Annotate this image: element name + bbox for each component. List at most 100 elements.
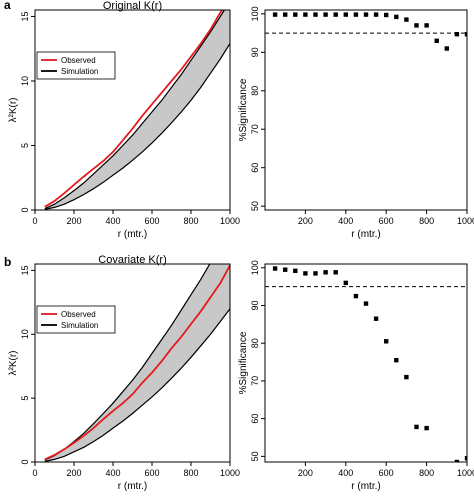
data-point (434, 38, 439, 43)
x-tick-label: 600 (379, 216, 394, 226)
x-axis-label: r (mtr.) (351, 229, 380, 240)
y-axis-label: λ²K(r) (8, 351, 19, 376)
x-tick-label: 400 (105, 468, 120, 478)
data-point (384, 12, 389, 18)
plot-area (265, 12, 467, 51)
y-tick-label: 10 (20, 76, 30, 86)
plot-frame (34, 263, 231, 463)
observed-line (44, 10, 224, 208)
y-tick-label: 90 (250, 300, 260, 310)
y-tick-label: 60 (250, 163, 260, 173)
legend-label-simulation: Simulation (61, 67, 98, 76)
x-tick-label: 0 (32, 216, 37, 226)
y-axis-label: %Significance (238, 78, 249, 141)
chart-b-scatter: 200 400 600 800 1000 50 60 70 80 90 100 r (mtr.) %Si… (238, 260, 474, 492)
x-tick-label: 600 (144, 468, 159, 478)
data-point (272, 266, 278, 271)
y-tick-label: 15 (20, 11, 30, 21)
data-point (394, 14, 399, 20)
y-tick-label: 80 (250, 86, 260, 96)
observed-line (44, 264, 230, 461)
data-point (424, 23, 429, 28)
data-point (363, 301, 369, 306)
legend: Observed Simulation (36, 51, 116, 80)
plot-area (44, 10, 230, 210)
data-point (404, 374, 409, 380)
data-point (353, 12, 359, 17)
y-tick-label: 0 (20, 207, 30, 212)
data-point (303, 271, 308, 276)
x-tick-label: 800 (183, 468, 198, 478)
data-point (343, 280, 348, 286)
y-tick-label: 70 (250, 376, 260, 386)
legend-label-observed: Observed (61, 310, 96, 319)
y-tick-label: 90 (250, 47, 260, 57)
y-tick-label: 80 (250, 338, 260, 348)
data-point (323, 270, 328, 275)
y-axis-label: %Significance (238, 331, 249, 394)
x-axis-label: r (mtr.) (118, 229, 147, 240)
y-axis-label: λ²K(r) (8, 98, 19, 123)
data-point (414, 424, 419, 430)
chart-title: Original K(r) (103, 0, 162, 12)
data-point (454, 459, 460, 462)
chart-b-line: Observed Simulation 0 200 400 600 800 1000 0 5 10 1… (8, 254, 240, 492)
data-point (414, 23, 419, 28)
x-tick-label: 600 (144, 216, 159, 226)
x-tick-label: 800 (419, 216, 434, 226)
data-point (303, 12, 308, 17)
panel-letter-a: a (4, 0, 11, 12)
data-point (333, 270, 338, 275)
plot-frame (264, 9, 468, 211)
chart-a-line: Observed Simulation 0 200 400 600 800 1000 0 5 10 1… (8, 0, 240, 240)
y-tick-label: 100 (250, 260, 260, 275)
x-tick-label: 200 (298, 468, 313, 478)
legend: Observed Simulation (36, 305, 116, 334)
y-tick-label: 50 (250, 201, 260, 211)
y-tick-label: 50 (250, 451, 260, 461)
panel-letter-b: b (4, 255, 11, 269)
data-point (323, 12, 328, 17)
y-tick-label: 100 (250, 6, 260, 21)
chart-title: Covariate K(r) (98, 254, 166, 266)
plot-area (44, 264, 230, 462)
x-tick-label: 1000 (220, 468, 240, 478)
x-tick-label: 1000 (457, 468, 474, 478)
data-point (404, 17, 409, 22)
legend-label-observed: Observed (61, 56, 96, 65)
data-point (283, 12, 288, 17)
data-point (444, 46, 449, 51)
simulation-lower-line (44, 43, 230, 210)
y-tick-label: 15 (20, 265, 30, 275)
plot-frame (34, 9, 231, 211)
data-point (424, 425, 429, 431)
x-tick-label: 200 (66, 468, 81, 478)
data-point (363, 12, 369, 17)
data-point (283, 267, 288, 272)
y-tick-label: 5 (20, 396, 30, 401)
x-tick-label: 400 (338, 216, 353, 226)
data-point (373, 316, 379, 321)
simulation-lower-line (44, 308, 230, 462)
plot-frame (264, 263, 468, 463)
x-axis-label: r (mtr.) (118, 481, 147, 492)
data-point (464, 456, 467, 461)
plot-area (265, 266, 467, 462)
data-point (394, 358, 399, 363)
simulation-upper-line (44, 10, 226, 210)
y-tick-label: 10 (20, 329, 30, 339)
y-tick-label: 70 (250, 124, 260, 134)
data-point (464, 32, 467, 37)
legend-box (36, 51, 116, 80)
x-tick-label: 800 (183, 216, 198, 226)
y-tick-label: 0 (20, 459, 30, 464)
data-point (333, 12, 338, 17)
x-tick-label: 400 (105, 216, 120, 226)
x-axis-label: r (mtr.) (351, 481, 380, 492)
y-tick-label: 5 (20, 143, 30, 148)
x-tick-label: 200 (66, 216, 81, 226)
data-point (454, 32, 460, 37)
data-point (293, 12, 298, 17)
